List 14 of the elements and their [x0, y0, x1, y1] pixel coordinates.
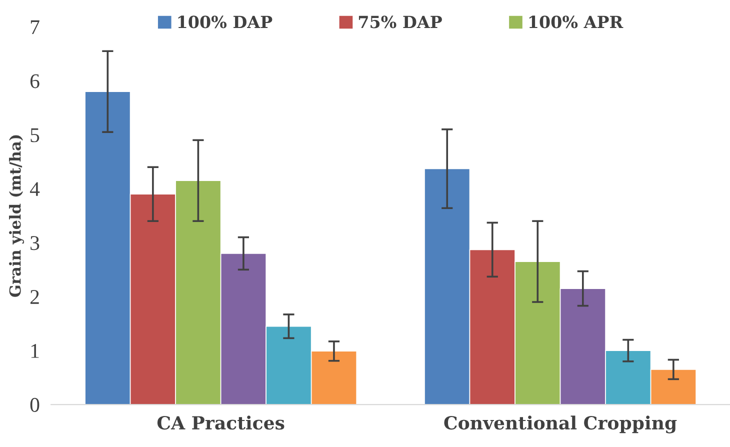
x-tick-label: Conventional Cropping: [444, 416, 677, 434]
legend-label: 75% DAP: [358, 16, 442, 28]
legend-label: 100% APR: [529, 16, 624, 28]
y-tick-label: 2: [30, 290, 39, 304]
y-tick-label: 1: [31, 344, 39, 358]
y-tick-label: 0: [30, 398, 40, 412]
y-axis-title: Grain yield (mt/ha): [9, 135, 24, 297]
y-tick-label: 7: [30, 20, 40, 34]
y-tick-label: 4: [30, 182, 40, 196]
y-tick-label: 5: [30, 128, 40, 142]
y-tick-label: 6: [30, 74, 40, 88]
x-tick-label: CA Practices: [157, 416, 284, 430]
legend-label: 100% DAP: [178, 16, 272, 28]
y-tick-label: 3: [30, 236, 40, 250]
